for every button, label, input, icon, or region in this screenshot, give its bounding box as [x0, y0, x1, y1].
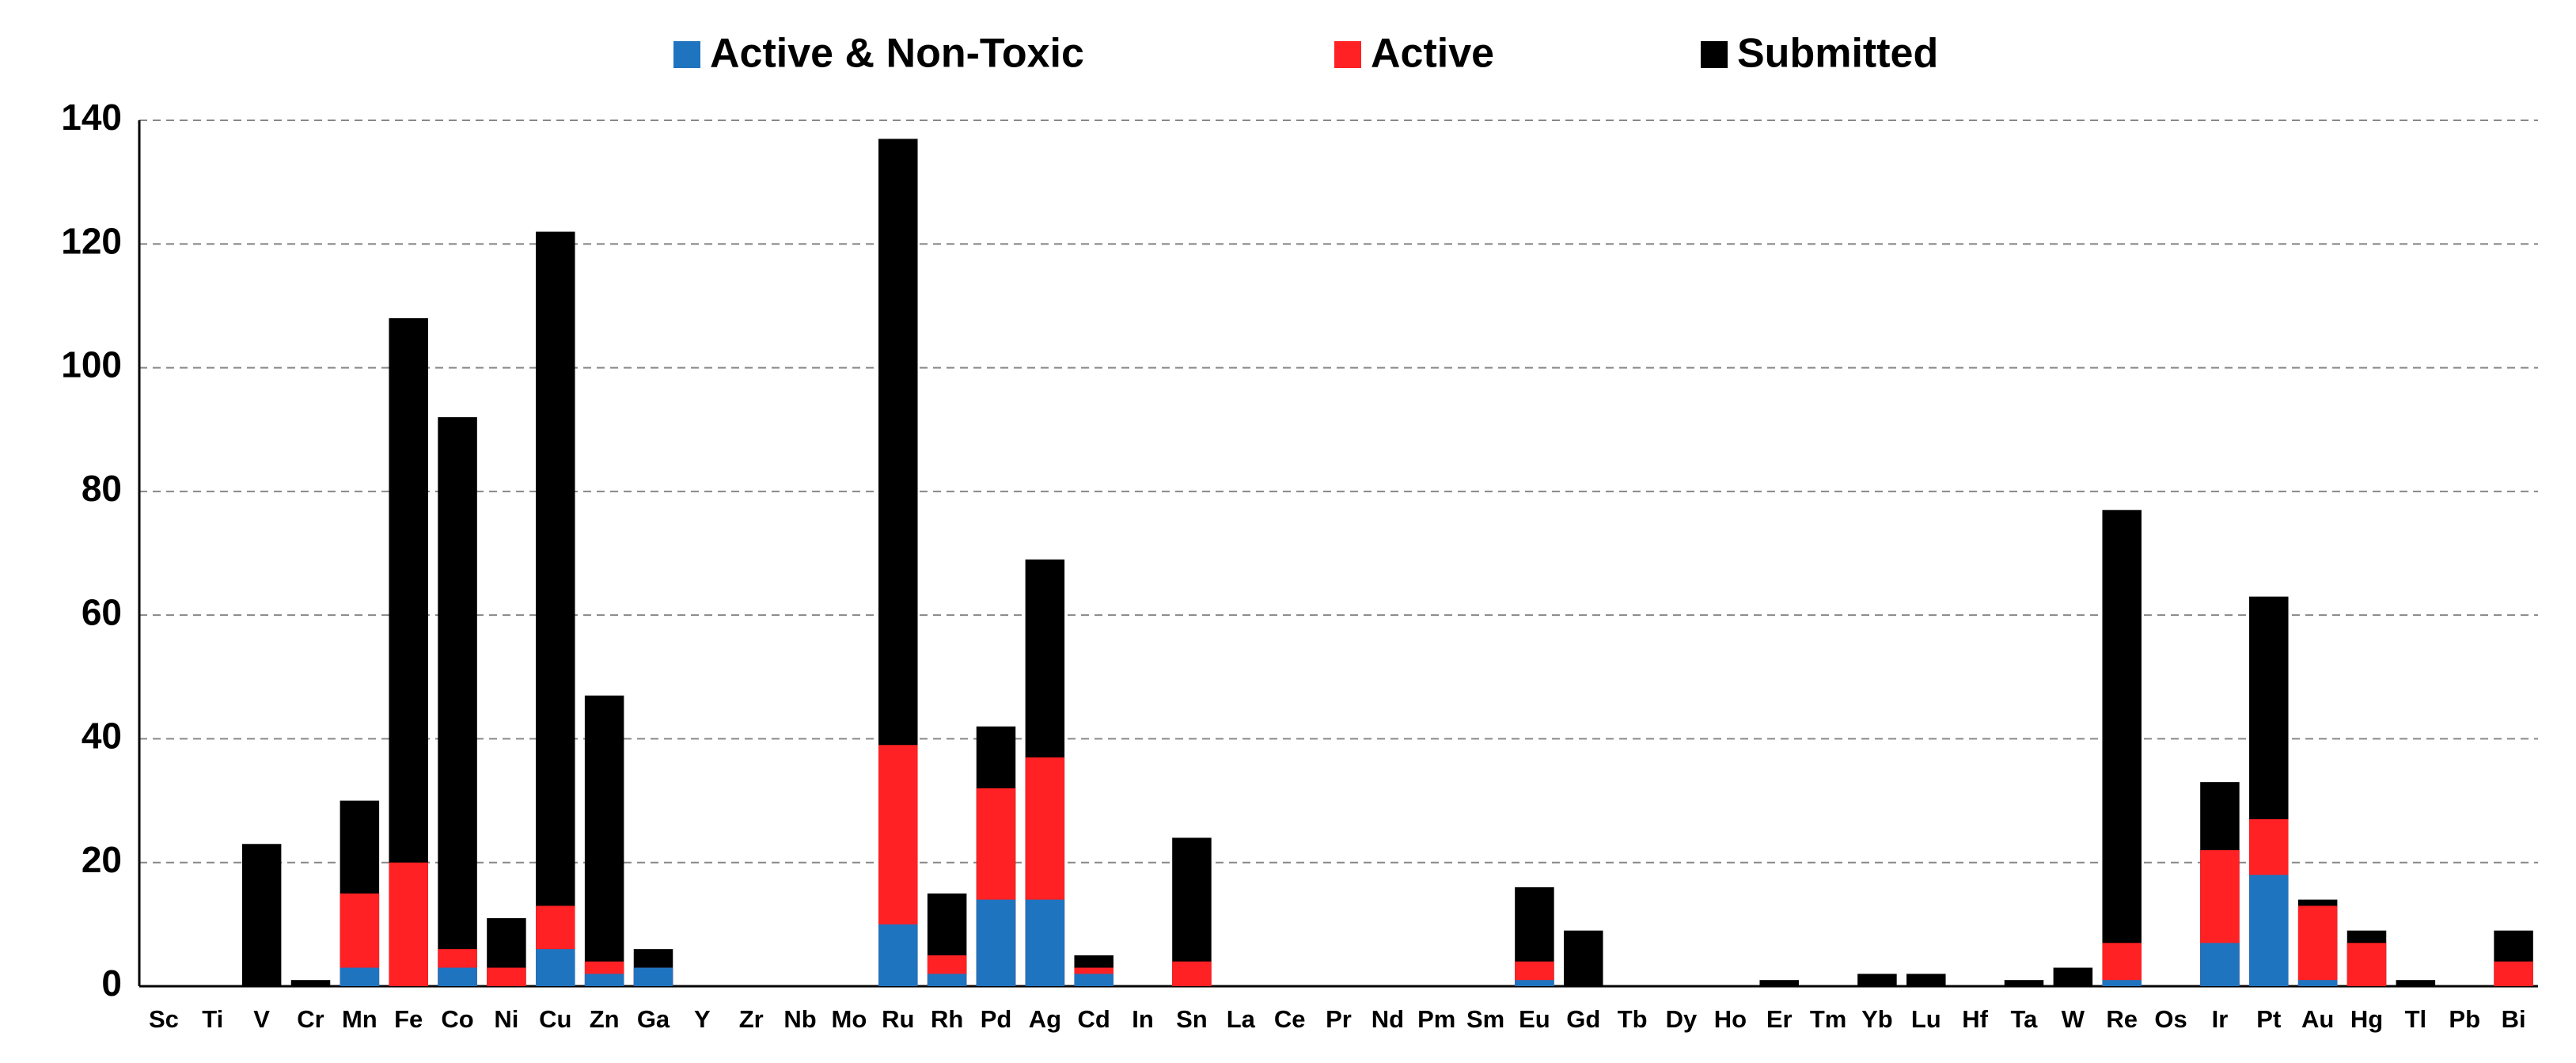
bar	[584, 974, 624, 986]
bar	[389, 862, 428, 986]
x-tick-label: Ni	[494, 1005, 518, 1033]
bar	[2396, 980, 2436, 986]
x-tick-label: Tl	[2405, 1005, 2427, 1033]
x-tick-label: Rh	[931, 1005, 963, 1033]
x-tick-label: Hg	[2350, 1005, 2383, 1033]
x-tick-label: Dy	[1666, 1005, 1698, 1033]
bar	[536, 231, 575, 987]
x-tick-label: Au	[2301, 1005, 2334, 1033]
x-tick-label: W	[2062, 1005, 2085, 1033]
x-tick-label: Pb	[2449, 1005, 2480, 1033]
x-tick-label: Ir	[2212, 1005, 2229, 1033]
x-tick-label: Cu	[539, 1005, 571, 1033]
x-tick-label: Ti	[202, 1005, 223, 1033]
bar	[487, 967, 526, 986]
bar	[878, 924, 918, 986]
x-tick-label: Ta	[2011, 1005, 2039, 1033]
x-tick-label: Os	[2154, 1005, 2187, 1033]
legend-label: Active & Non-Toxic	[710, 31, 1084, 77]
bar	[633, 967, 673, 986]
bar	[2200, 943, 2240, 986]
x-tick-label: Mo	[832, 1005, 867, 1033]
x-tick-label: Ru	[882, 1005, 914, 1033]
legend-label: Submitted	[1737, 31, 1938, 77]
x-tick-label: Er	[1766, 1005, 1793, 1033]
bar	[2053, 967, 2093, 986]
legend-label: Active	[1371, 31, 1494, 77]
y-tick-label: 60	[82, 591, 122, 632]
x-tick-label: Bi	[2502, 1005, 2526, 1033]
bar	[2297, 905, 2338, 986]
legend-swatch	[673, 41, 700, 68]
bar	[1074, 974, 1113, 986]
x-tick-label: Gd	[1566, 1005, 1600, 1033]
x-tick-label: La	[1227, 1005, 1256, 1033]
x-tick-label: Tb	[1618, 1005, 1648, 1033]
y-tick-label: 80	[82, 468, 122, 509]
x-tick-label: Pr	[1326, 1005, 1352, 1033]
x-tick-label: Sc	[149, 1005, 179, 1033]
bar	[976, 899, 1016, 986]
bar	[1564, 930, 1603, 986]
x-tick-label: Zn	[590, 1005, 620, 1033]
legend-swatch	[1701, 41, 1728, 68]
bar	[2494, 961, 2533, 986]
x-tick-label: Fe	[394, 1005, 423, 1033]
x-tick-label: Ce	[1274, 1005, 1306, 1033]
bar	[2102, 980, 2142, 986]
x-tick-label: Tm	[1810, 1005, 1847, 1033]
x-tick-label: Mn	[342, 1005, 377, 1033]
x-tick-label: Nd	[1371, 1005, 1404, 1033]
x-tick-label: Yb	[1861, 1005, 1893, 1033]
x-tick-label: Co	[441, 1005, 473, 1033]
x-tick-label: Y	[694, 1005, 711, 1033]
y-tick-label: 0	[101, 962, 122, 1004]
bar	[241, 844, 282, 986]
bar	[1857, 974, 1897, 986]
bar	[1759, 980, 1799, 986]
bar	[438, 417, 477, 986]
legend-swatch	[1334, 41, 1361, 68]
x-tick-label: Hf	[1962, 1005, 1988, 1033]
bar	[290, 980, 331, 986]
y-tick-label: 40	[82, 716, 122, 757]
bar	[1906, 974, 1946, 986]
x-tick-label: Lu	[1911, 1005, 1941, 1033]
x-tick-label: Pd	[981, 1005, 1012, 1033]
bar	[2102, 943, 2142, 986]
x-tick-label: V	[253, 1005, 270, 1033]
y-tick-label: 120	[61, 220, 122, 261]
bar	[2249, 875, 2289, 986]
x-tick-label: Ga	[637, 1005, 670, 1033]
x-tick-label: Re	[2106, 1005, 2138, 1033]
y-tick-label: 140	[61, 97, 122, 138]
x-tick-label: Cr	[297, 1005, 324, 1033]
x-tick-label: Zr	[739, 1005, 764, 1033]
x-tick-label: Sn	[1176, 1005, 1208, 1033]
bar	[536, 949, 575, 986]
x-tick-label: Nb	[783, 1005, 816, 1033]
x-tick-label: In	[1132, 1005, 1154, 1033]
bar	[1515, 980, 1554, 986]
bar	[340, 967, 380, 986]
y-tick-label: 100	[61, 344, 122, 385]
x-tick-label: Pm	[1417, 1005, 1455, 1033]
y-tick-label: 20	[82, 839, 122, 880]
bar	[927, 974, 967, 986]
x-tick-label: Sm	[1466, 1005, 1504, 1033]
x-tick-label: Pt	[2256, 1005, 2281, 1033]
x-tick-label: Eu	[1519, 1005, 1550, 1033]
bar	[1172, 961, 1212, 986]
bar	[2102, 510, 2142, 986]
x-tick-label: Cd	[1078, 1005, 1110, 1033]
x-tick-label: Ag	[1029, 1005, 1061, 1033]
bar	[2346, 943, 2387, 986]
x-tick-label: Ho	[1714, 1005, 1747, 1033]
bar	[584, 695, 624, 986]
bar	[1025, 899, 1065, 986]
bar	[438, 967, 477, 986]
bar	[2297, 980, 2338, 986]
bar	[2004, 980, 2044, 986]
